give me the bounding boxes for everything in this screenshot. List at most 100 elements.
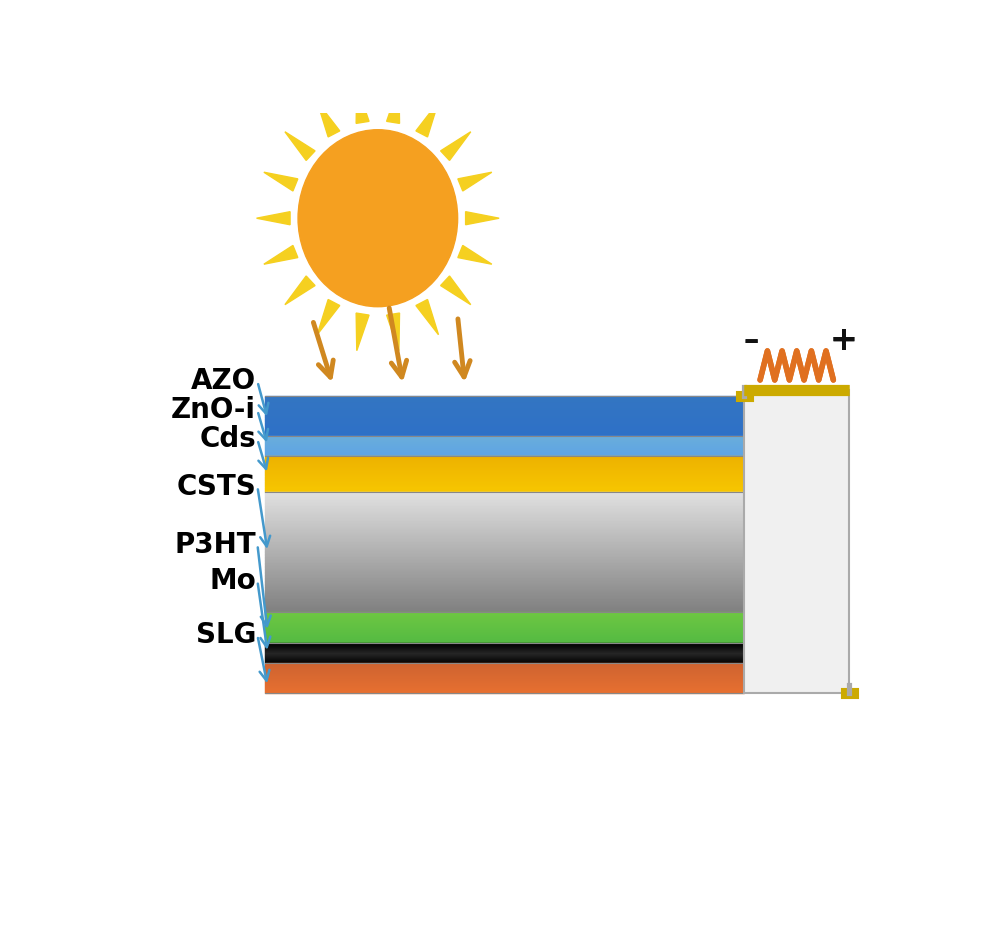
Bar [266,453,744,454]
Bar [266,679,744,680]
Bar [266,594,744,595]
Bar [266,669,744,670]
Bar [266,533,744,534]
Bar [266,573,744,575]
Bar [266,559,744,560]
Bar [266,516,744,518]
Bar [266,468,744,469]
Bar [266,439,744,440]
Bar [266,500,744,501]
Bar [266,411,744,412]
Bar [266,511,744,512]
Bar [266,643,744,644]
Bar [266,554,744,555]
Bar [266,640,744,641]
Text: Mo: Mo [209,567,256,595]
Bar [266,655,744,656]
Bar [266,672,744,673]
Polygon shape [458,246,492,264]
Bar [266,461,744,463]
Bar [266,424,744,425]
Bar [266,447,744,448]
Bar [266,469,744,471]
Bar [266,684,744,685]
Bar [266,477,744,478]
Bar [266,666,744,667]
Bar [266,652,744,653]
Polygon shape [317,300,339,334]
Bar [266,418,744,420]
Bar [266,398,744,400]
Bar [266,515,744,516]
Bar [266,689,744,690]
Polygon shape [416,300,438,334]
Polygon shape [387,313,400,350]
Bar [266,685,744,686]
Bar [266,680,744,681]
Bar [266,614,744,615]
Bar [266,486,744,488]
Bar [266,617,744,618]
Bar [266,482,744,484]
Bar [266,630,744,631]
Bar [266,454,744,455]
Bar [266,448,744,449]
Bar [266,575,744,577]
Bar [266,401,744,402]
Bar [266,552,744,554]
Bar [266,542,744,544]
Bar [266,646,744,647]
Bar [266,603,744,605]
Bar [266,651,744,652]
Bar [266,647,744,649]
Bar [266,443,744,444]
Bar [266,473,744,474]
Bar [266,484,744,485]
Bar [744,390,849,693]
Bar [266,618,744,619]
Text: –: – [744,326,759,355]
Bar [266,569,744,570]
Bar [266,624,744,625]
Bar [266,405,744,407]
Bar [266,534,744,536]
Bar [266,561,744,562]
Bar [266,645,744,646]
Bar [266,562,744,564]
Bar [266,681,744,682]
Polygon shape [440,132,471,160]
Bar [266,431,744,433]
Bar [266,662,744,663]
Bar [266,663,744,664]
Bar [266,456,744,457]
Bar [266,474,744,476]
Bar [266,664,744,665]
Bar [266,524,744,526]
Bar [266,478,744,479]
Bar [266,434,744,436]
Bar [266,472,744,473]
Bar [266,567,744,569]
Bar [266,682,744,683]
Bar [266,629,744,630]
Bar [266,498,744,500]
Bar [266,467,744,468]
Bar [266,528,744,529]
Bar [266,513,744,515]
Bar [266,491,744,493]
Bar [266,631,744,632]
Bar [266,549,744,551]
Bar [266,610,744,612]
Bar [266,659,744,661]
Bar [266,590,744,592]
Polygon shape [285,132,315,160]
Bar [266,536,744,537]
Bar [266,658,744,659]
Bar [266,606,744,608]
Polygon shape [356,313,369,350]
Bar [266,602,744,603]
Polygon shape [416,102,438,137]
Bar [266,653,744,654]
Bar [266,609,744,610]
Bar [266,636,744,637]
